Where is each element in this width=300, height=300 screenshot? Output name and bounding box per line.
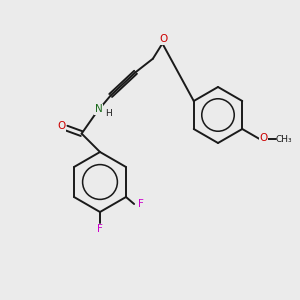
Text: O: O — [58, 121, 66, 131]
Text: CH₃: CH₃ — [275, 134, 292, 143]
Text: O: O — [260, 133, 268, 143]
Text: O: O — [159, 34, 167, 44]
Text: N: N — [95, 104, 102, 114]
Text: F: F — [97, 224, 103, 234]
Text: F: F — [138, 199, 144, 209]
Text: H: H — [105, 109, 112, 118]
